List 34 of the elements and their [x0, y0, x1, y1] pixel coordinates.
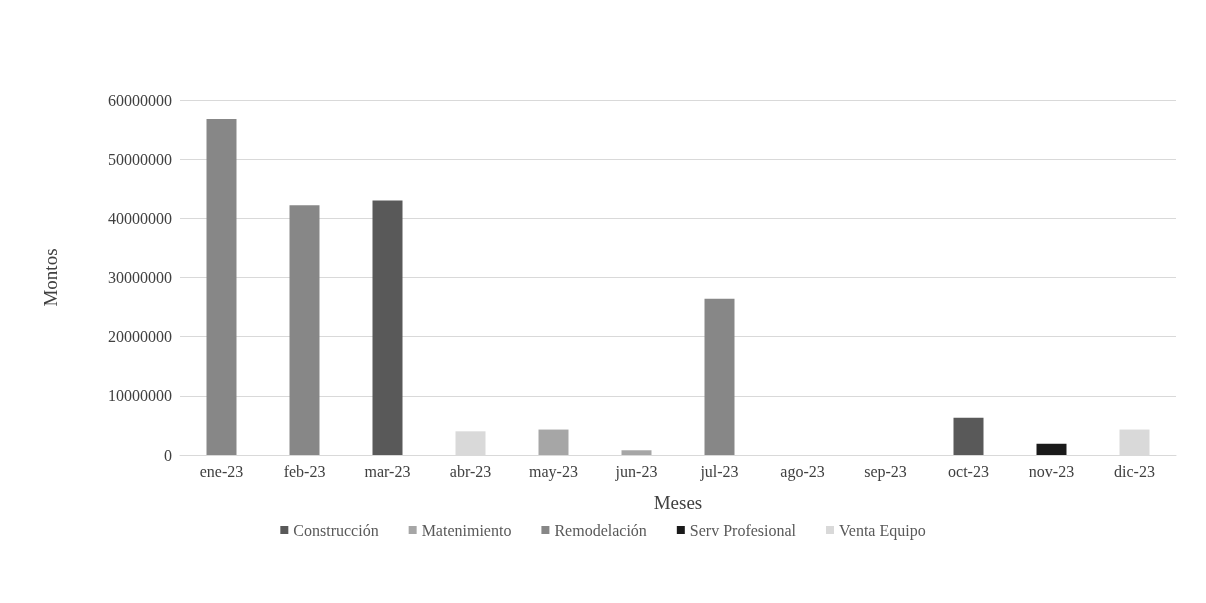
x-tick-label: feb-23	[283, 462, 326, 480]
bar	[206, 118, 237, 455]
legend-label: Matenimiento	[421, 521, 512, 539]
x-tick-label: nov-23	[1028, 462, 1075, 480]
y-tick-label: 0	[164, 446, 172, 464]
bar	[953, 417, 984, 455]
x-tick-label: jul-23	[699, 462, 739, 481]
x-tick-label: abr-23	[449, 462, 492, 480]
bar	[538, 429, 569, 455]
legend-label: Serv Profesional	[689, 521, 797, 539]
x-tick-label: dic-23	[1114, 462, 1155, 480]
y-tick-label: 20000000	[108, 328, 172, 346]
legend-label: Remodelación	[554, 521, 647, 539]
x-axis-title: Meses	[653, 492, 703, 513]
y-tick-label: 10000000	[108, 387, 172, 405]
x-tick-label: ago-23	[780, 462, 825, 481]
x-tick-label: mar-23	[364, 462, 411, 480]
y-tick-label: 40000000	[108, 209, 172, 227]
bar	[289, 205, 320, 455]
x-tick-label: sep-23	[864, 462, 907, 481]
x-tick-label: oct-23	[948, 462, 989, 480]
legend-label: Construcción	[293, 521, 379, 539]
bar	[704, 298, 735, 455]
x-tick-label: ene-23	[199, 462, 244, 480]
bar	[1036, 443, 1067, 455]
x-tick-label: may-23	[529, 462, 578, 481]
bar	[372, 200, 403, 455]
y-tick-label: 60000000	[108, 91, 172, 109]
legend-label: Venta Equipo	[839, 521, 926, 540]
x-tick-label: jun-23	[614, 462, 658, 481]
y-axis-title: Montos	[40, 248, 61, 307]
bar	[621, 450, 652, 455]
y-tick-label: 50000000	[108, 150, 172, 168]
y-tick-label: 30000000	[108, 269, 172, 286]
